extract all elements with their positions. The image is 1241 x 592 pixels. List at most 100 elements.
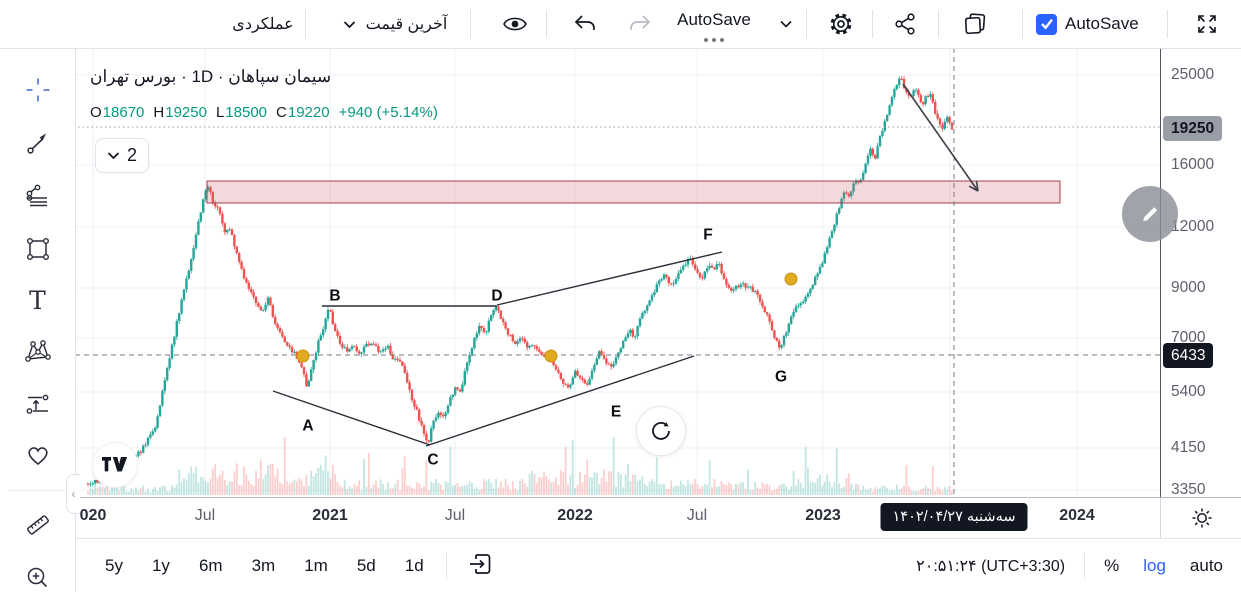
crosshair-date-badge: سه‌شنبه ۱۴۰۲/۰۴/۲۷ (880, 503, 1028, 531)
toolbar-separator (546, 10, 547, 38)
heart-icon (27, 447, 48, 466)
hide-drawings-button[interactable] (496, 0, 534, 48)
toolbar-separator (872, 10, 873, 38)
bottom-toolbar: 5y 1y 6m 3m 1m 5d 1d ۲۰:۵۱:۲۴ (UTC+3:30) % log… (75, 538, 1241, 592)
theme-toggle-button[interactable] (1185, 501, 1219, 535)
supply-zone-rectangle[interactable] (206, 180, 1061, 204)
fib-retracement-icon (26, 184, 47, 207)
toolbar-separator (1022, 10, 1023, 38)
time-tick-label: 2023 (805, 507, 841, 524)
ohlc-value: 19250 (165, 104, 207, 121)
ohlc-label: L (215, 104, 225, 121)
wave-label-E: E (611, 404, 621, 421)
toolbar-separator (938, 10, 939, 38)
auto-scale-button[interactable]: auto (1189, 556, 1223, 575)
pencil-icon (1143, 207, 1158, 222)
measure-tool-button[interactable] (16, 503, 60, 547)
wave-label-C: C (427, 452, 438, 469)
tradingview-logo[interactable] (92, 442, 138, 488)
fullscreen-icon (1198, 15, 1216, 33)
save-menu-arrow[interactable] (772, 0, 800, 48)
drawings-count-label: 2 (127, 145, 138, 165)
gear-icon (830, 13, 852, 35)
notepad-icon (964, 13, 986, 35)
price-axis[interactable]: 25000 16000 12000 9000 7000 5400 4150 3350 19250… (1160, 48, 1241, 498)
range-button-5y[interactable]: 5y (102, 554, 126, 578)
projection-arrow[interactable] (902, 83, 979, 192)
redo-button[interactable] (620, 0, 660, 48)
drawings-group-button[interactable]: 2 (95, 138, 150, 173)
crosshair-tool-button[interactable] (16, 68, 60, 112)
price-tick-label: 25000 (1171, 66, 1215, 83)
range-button-1m[interactable]: 1m (301, 554, 331, 578)
percent-scale-button[interactable]: % (1104, 556, 1120, 575)
zoom-in-tool-button[interactable] (16, 556, 60, 592)
patterns-tool-button[interactable] (16, 330, 60, 374)
chart-plot-area[interactable]: A B C D E F G سیمان سپاهان · 1D · بورس تهران O… (75, 48, 1160, 497)
wave-labels: A B C D E F G (302, 227, 787, 469)
autosave-menu-button[interactable]: AutoSave (668, 0, 760, 48)
drawing-toolbar: T (0, 48, 76, 592)
checkbox-checked-icon[interactable] (1036, 13, 1057, 35)
wave-label-D: D (491, 288, 502, 305)
time-axis[interactable]: 020 Jul 2021 Jul 2022 Jul 2023 2024 سه‌شنبه ۱۴۰۲… (75, 497, 1241, 539)
autosave-toggle[interactable]: AutoSave (1036, 0, 1166, 48)
share-button[interactable] (886, 0, 924, 48)
symbol-title[interactable]: سیمان سپاهان · 1D · بورس تهران (90, 67, 332, 86)
last-price-dropdown[interactable]: آخرین قیمت (322, 0, 468, 48)
reset-chart-button[interactable] (636, 406, 686, 456)
edit-drawing-button[interactable] (1122, 186, 1178, 242)
price-tick-label: 12000 (1171, 218, 1215, 235)
chevron-left-icon: ‹ (71, 487, 76, 501)
layouts-button[interactable] (956, 0, 994, 48)
refresh-icon (652, 422, 670, 440)
go-to-date-button[interactable] (466, 550, 494, 583)
candlestick-chart: A B C D E F G (75, 48, 1160, 497)
range-button-5d[interactable]: 5d (354, 554, 379, 578)
ohlc-value: 18500 (225, 104, 268, 121)
log-scale-button[interactable]: log (1143, 556, 1166, 575)
tradingview-logo-icon (102, 457, 128, 472)
arrow-line-icon (26, 133, 46, 154)
undo-button[interactable] (565, 0, 605, 48)
clock-timezone-button[interactable]: ۲۰:۵۱:۲۴ (UTC+3:30) (916, 558, 1066, 575)
chevron-down-icon (343, 20, 355, 28)
range-button-1d[interactable]: 1d (402, 554, 427, 578)
eye-icon (503, 17, 527, 31)
settings-button[interactable] (822, 0, 860, 48)
grid-lines (75, 48, 1160, 497)
range-button-6m[interactable]: 6m (196, 554, 226, 578)
performance-button[interactable]: عملکردی (222, 0, 304, 48)
fib-tool-button[interactable] (16, 174, 60, 218)
shapes-tool-button[interactable] (16, 227, 60, 271)
toolbar-separator (445, 553, 447, 579)
price-tick-label: 3350 (1171, 481, 1206, 498)
wave-label-F: F (703, 227, 712, 244)
time-tick-label: Jul (686, 507, 708, 524)
toolbar-separator (1084, 553, 1086, 579)
trendlines[interactable] (272, 251, 723, 447)
zoom-in-icon (27, 567, 47, 588)
range-button-1y[interactable]: 1y (149, 554, 173, 578)
redo-icon (630, 15, 651, 30)
price-tick-label: 4150 (1171, 439, 1206, 456)
chart-legend[interactable]: سیمان سپاهان · 1D · بورس تهران (90, 67, 331, 87)
icons-tool-button[interactable] (16, 433, 60, 477)
wave-label-B: B (329, 288, 340, 305)
collapse-toolbar-handle[interactable]: ‹ (66, 474, 80, 514)
projection-tool-button[interactable] (16, 382, 60, 426)
toolbar-separator (470, 10, 471, 38)
last-price-label: آخرین قیمت (365, 16, 448, 33)
ohlc-label: O (90, 104, 102, 121)
time-tick-label: 2024 (1059, 507, 1095, 524)
trend-arrow-tool-button[interactable] (16, 121, 60, 165)
fullscreen-button[interactable] (1188, 0, 1226, 48)
range-button-3m[interactable]: 3m (249, 554, 279, 578)
crosshair-price-badge: 6433 (1163, 342, 1214, 368)
sun-icon (1192, 508, 1212, 528)
time-tick-label: 2022 (557, 507, 593, 524)
event-markers[interactable] (296, 272, 798, 363)
text-tool-button[interactable]: T (16, 278, 60, 322)
undo-icon (574, 15, 595, 30)
